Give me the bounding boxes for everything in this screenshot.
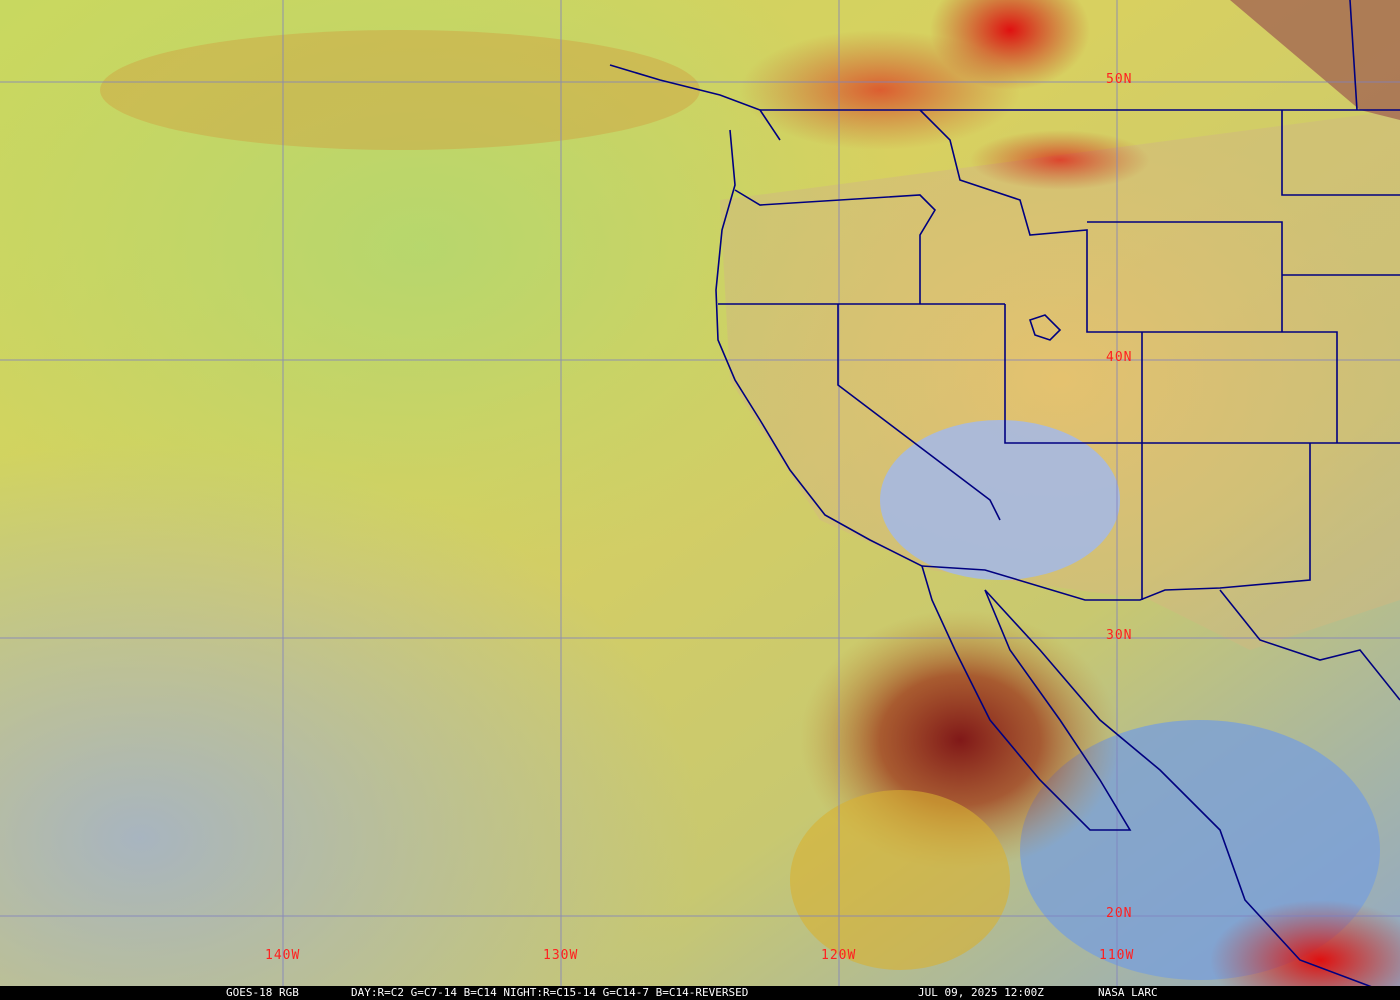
lon-label-130w: 130W xyxy=(543,948,579,963)
lat-label-40n: 40N xyxy=(1106,350,1133,365)
caption-product: GOES-18 RGB xyxy=(226,986,299,999)
caption-bar: GOES-18 RGB DAY:R=C2 G=C7-14 B=C14 NIGHT… xyxy=(0,986,1400,1000)
caption-datetime: JUL 09, 2025 12:00Z xyxy=(918,986,1044,999)
lon-label-140w: 140W xyxy=(265,948,301,963)
caption-source: NASA LARC xyxy=(1098,986,1158,999)
lon-label-110w: 110W xyxy=(1099,948,1135,963)
lat-label-20n: 20N xyxy=(1106,906,1133,921)
lon-label-120w: 120W xyxy=(821,948,857,963)
lat-label-30n: 30N xyxy=(1106,628,1133,643)
caption-recipe: DAY:R=C2 G=C7-14 B=C14 NIGHT:R=C15-14 G=… xyxy=(351,986,749,999)
lat-label-50n: 50N xyxy=(1106,72,1133,87)
coastlines-and-borders xyxy=(609,0,1400,986)
